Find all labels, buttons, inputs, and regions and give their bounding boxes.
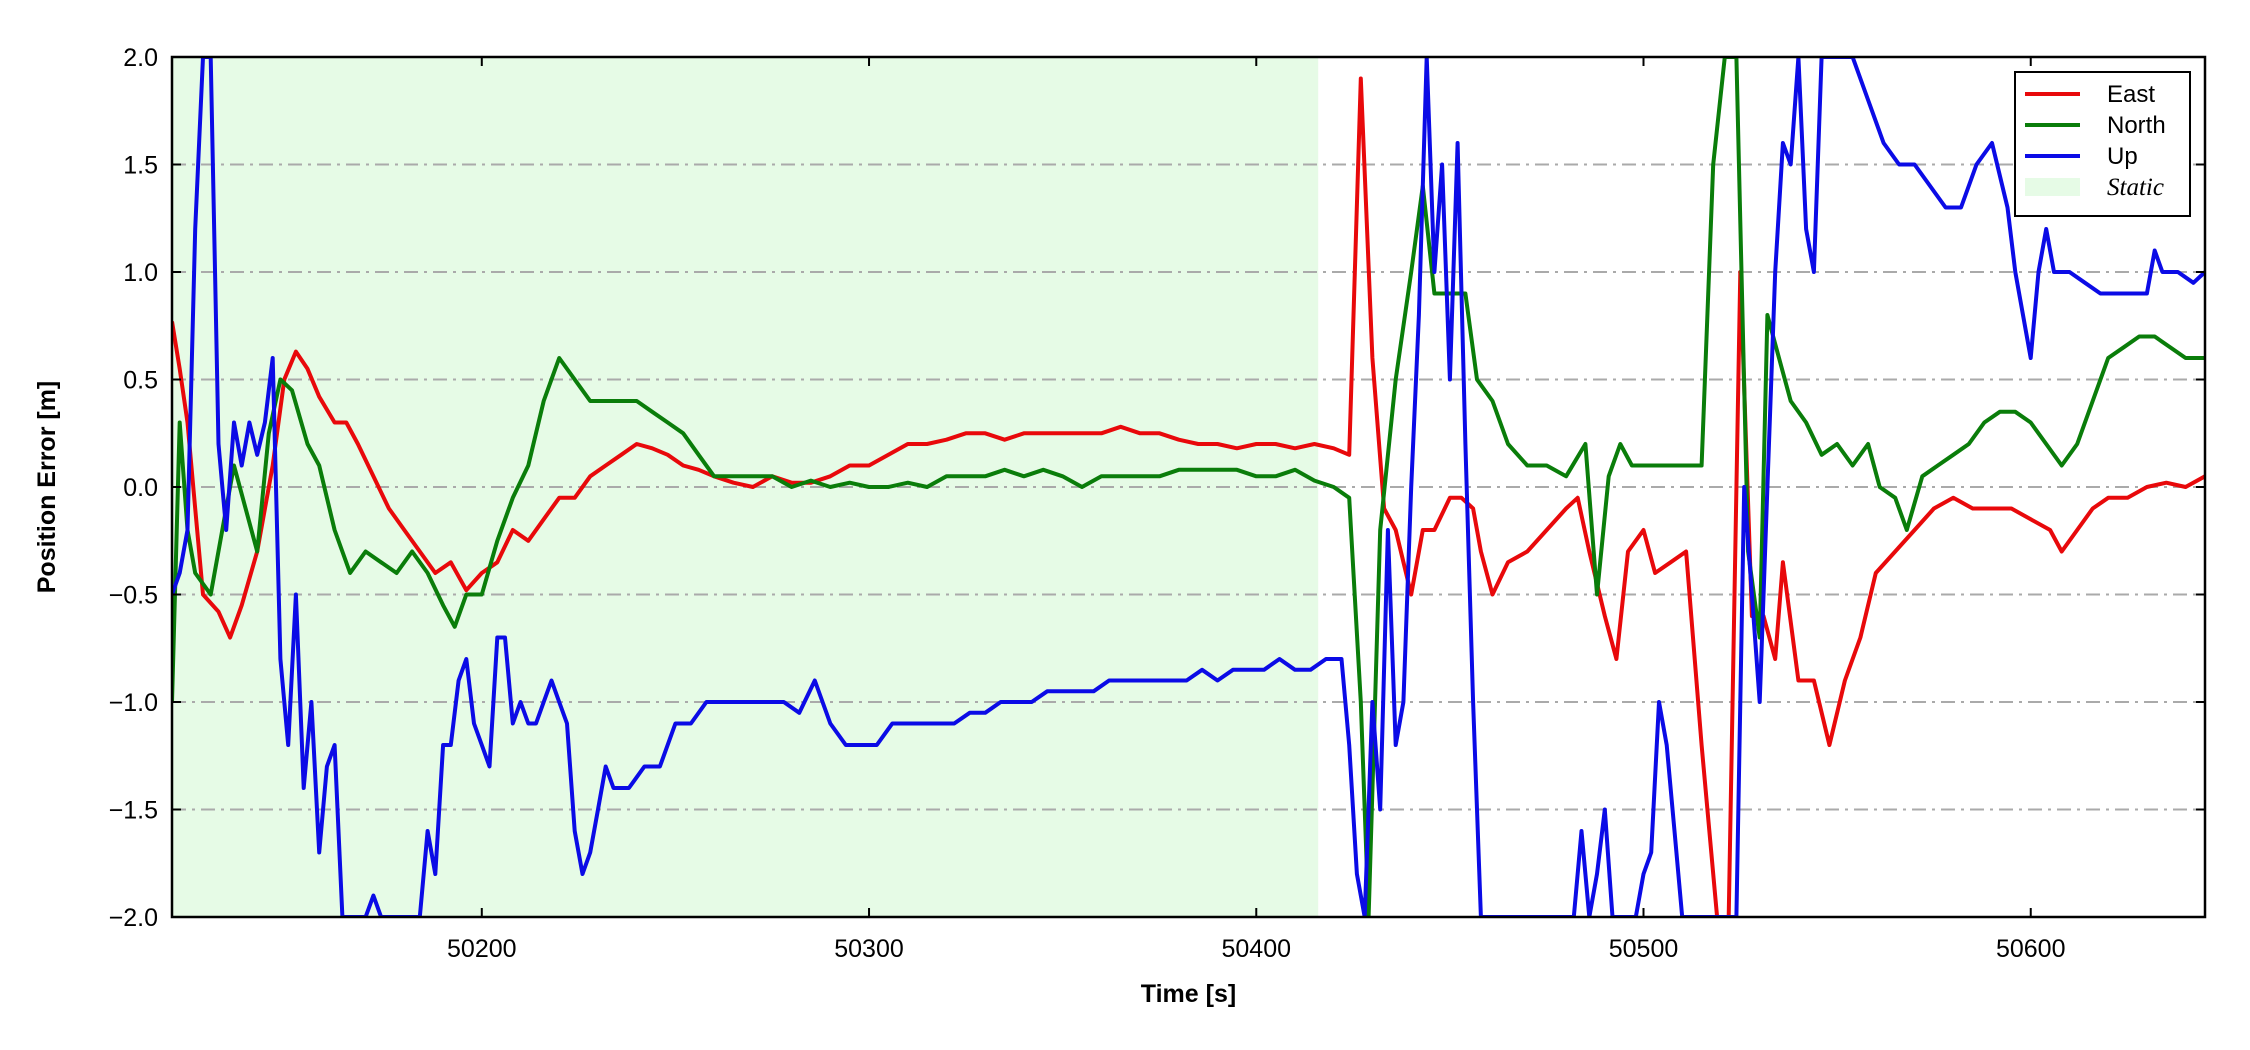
series-lines — [172, 57, 2205, 917]
y-tick-label: 0.0 — [123, 474, 158, 502]
legend-label-north: North — [2107, 112, 2166, 139]
legend: East North Up Static — [2014, 71, 2191, 217]
y-tick-label: −2.0 — [109, 904, 158, 932]
y-tick-label: 1.0 — [123, 259, 158, 287]
x-tick-label: 50600 — [1996, 935, 2066, 963]
y-tick-label: −0.5 — [109, 582, 158, 610]
legend-label-up: Up — [2107, 143, 2138, 170]
y-tick-label: −1.0 — [109, 689, 158, 717]
x-tick-label: 50500 — [1609, 935, 1679, 963]
gridlines — [172, 163, 2205, 811]
legend-label-static: Static — [2107, 174, 2164, 201]
x-tick-label: 50200 — [447, 935, 517, 963]
y-tick-label: 2.0 — [123, 44, 158, 72]
y-axis-label: Position Error [m] — [33, 381, 61, 594]
legend-label-east: East — [2107, 81, 2155, 108]
x-tick-label: 50400 — [1222, 935, 1292, 963]
x-axis: 50200 50300 50400 50500 50600 — [447, 57, 2066, 963]
series-line-up — [172, 57, 2205, 917]
y-tick-label: −1.5 — [109, 797, 158, 825]
series-line-north — [172, 57, 2205, 917]
y-tick-label: 1.5 — [123, 152, 158, 180]
y-axis: −2.0 −1.5 −1.0 −0.5 0.0 0.5 1.0 1.5 2.0 — [109, 44, 2205, 932]
series-line-east — [172, 76, 2205, 917]
legend-swatch-static — [2025, 178, 2080, 196]
x-axis-label: Time [s] — [1141, 980, 1236, 1008]
y-tick-label: 0.5 — [123, 367, 158, 395]
x-tick-label: 50300 — [834, 935, 904, 963]
